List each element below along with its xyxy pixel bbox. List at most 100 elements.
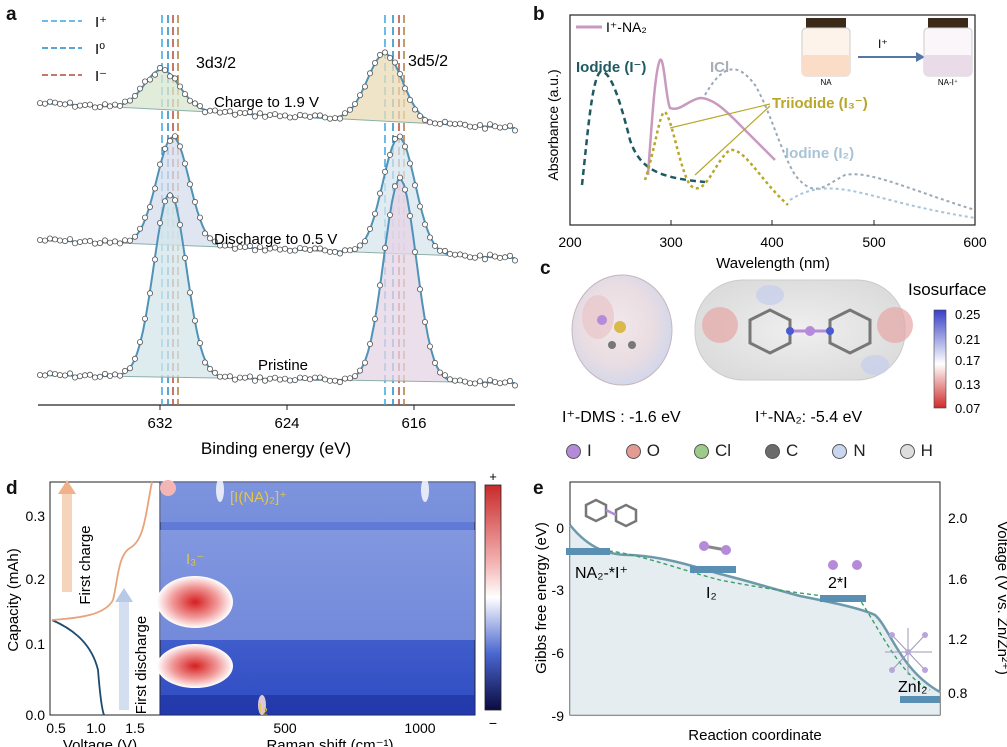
d-vtick-10: 1.0: [86, 720, 106, 736]
xps-pristine-fit: [37, 177, 516, 384]
xps-charge-point: [476, 122, 483, 129]
xps-pristine-point: [57, 372, 64, 379]
xps-pristine-point: [176, 221, 183, 228]
a-trace-pristine: Pristine: [258, 357, 308, 374]
xps-pristine-point: [321, 376, 328, 383]
d-rtick-500: 500: [273, 720, 297, 736]
d-cbar-top: +: [489, 470, 497, 484]
xps-discharge-point: [226, 242, 233, 249]
b-tick-500: 500: [862, 234, 886, 250]
xps-charge-point: [466, 123, 473, 130]
d-ytick-02: 0.2: [26, 571, 46, 587]
xps-pristine-point: [406, 212, 413, 219]
xps-charge-point: [107, 103, 114, 110]
xps-pristine-point: [496, 380, 503, 387]
xps-charge-point: [141, 78, 148, 85]
panel-a-label: a: [6, 4, 17, 25]
xps-discharge-point: [166, 137, 173, 144]
xps-discharge-point: [117, 240, 124, 247]
xps-pristine-point: [211, 369, 218, 376]
xps-discharge-point: [52, 236, 59, 243]
xps-charge-point: [321, 114, 328, 121]
xps-pristine-point: [122, 367, 129, 374]
xps-pristine-point: [386, 211, 393, 218]
xps-pristine-point: [491, 378, 498, 385]
xps-discharge-point: [326, 248, 333, 255]
xps-charge-point: [226, 108, 233, 115]
xps-charge-point: [506, 122, 513, 129]
xps-discharge-point: [356, 242, 363, 249]
xps-charge-point: [481, 125, 488, 132]
xps-charge-point: [341, 110, 348, 117]
xps-discharge-point: [366, 225, 373, 232]
xps-pristine-point: [42, 372, 49, 379]
xps-discharge-point: [486, 251, 493, 258]
c-energy-na2: I⁺-NA₂: -5.4 eV: [755, 409, 862, 426]
xps-pristine-point: [166, 192, 173, 199]
xps-charge-point: [271, 111, 278, 118]
xps-charge-point: [196, 103, 203, 110]
xps-charge-point: [446, 120, 453, 127]
xps-charge-point: [171, 75, 178, 82]
xps-charge-point: [401, 85, 408, 92]
d-ylabel: Capacity (mAh): [5, 548, 22, 651]
xps-charge-point: [406, 96, 413, 103]
xps-discharge-point: [501, 254, 508, 261]
xps-discharge-point: [181, 160, 188, 167]
b-tick-600: 600: [963, 234, 987, 250]
xps-discharge-point: [421, 221, 428, 228]
xps-pristine-point: [501, 379, 508, 386]
b-inset-na: NA: [820, 78, 832, 87]
xps-charge-point: [102, 101, 109, 108]
xps-charge-point: [241, 110, 248, 117]
xps-pristine-point: [281, 375, 288, 382]
xps-pristine-point: [371, 315, 378, 322]
b-inset-arrow: I⁺: [878, 37, 888, 51]
xps-charge-point: [441, 118, 448, 125]
xps-pristine-point: [131, 355, 138, 362]
xps-charge-point: [57, 100, 64, 107]
atom-cl-icon: [693, 443, 709, 459]
xps-discharge-point: [286, 247, 293, 254]
xps-discharge-point: [201, 230, 208, 237]
xps-pristine-point: [37, 371, 44, 378]
d-first-charge: First charge: [77, 525, 94, 604]
xps-pristine-point: [306, 376, 313, 383]
xps-pristine-point: [456, 377, 463, 384]
xps-charge-point: [117, 102, 124, 109]
xps-discharge-point: [461, 252, 468, 259]
a-peak-left: 3d3/2: [196, 55, 236, 72]
b-inset-nai: NA-I⁺: [938, 78, 958, 87]
xps-pristine-point: [112, 371, 119, 378]
xps-charge-point: [112, 101, 119, 108]
xps-pristine-fit-0: [110, 193, 230, 379]
xps-charge-point: [67, 99, 74, 106]
xps-charge-point: [87, 101, 94, 108]
xps-pristine-point: [67, 370, 74, 377]
xps-charge-point: [186, 97, 193, 104]
xps-pristine-point: [366, 340, 373, 347]
xps-pristine-point: [87, 371, 94, 378]
xps-charge-point: [386, 54, 393, 61]
xps-discharge-point: [37, 236, 44, 243]
xps-charge-point: [122, 98, 129, 105]
xps-discharge-point: [92, 240, 99, 247]
xps-discharge-point: [416, 203, 423, 210]
xps-discharge-point: [401, 143, 408, 150]
panel-a-xps: 632 624 616 Binding energy (eV) I⁺ I⁰ I⁻…: [37, 14, 519, 458]
xps-discharge-point: [446, 250, 453, 257]
xps-discharge-point: [47, 235, 54, 242]
xps-pristine-point: [97, 373, 104, 380]
a-legend-iplus: I⁺: [95, 14, 107, 31]
xps-pristine-point: [62, 372, 69, 379]
xps-discharge-point: [451, 251, 458, 258]
xps-charge-point: [296, 111, 303, 118]
xps-pristine-point: [251, 377, 258, 384]
c-iso-3: 0.13: [955, 377, 980, 392]
xps-charge-point: [331, 115, 338, 122]
xps-charge-point: [431, 120, 438, 127]
d-cbar-bottom: −: [489, 715, 497, 731]
b-inset-vials: NA I⁺ NA-I⁺: [801, 18, 973, 87]
xps-charge-point: [161, 67, 168, 74]
xps-pristine-point: [102, 370, 109, 377]
